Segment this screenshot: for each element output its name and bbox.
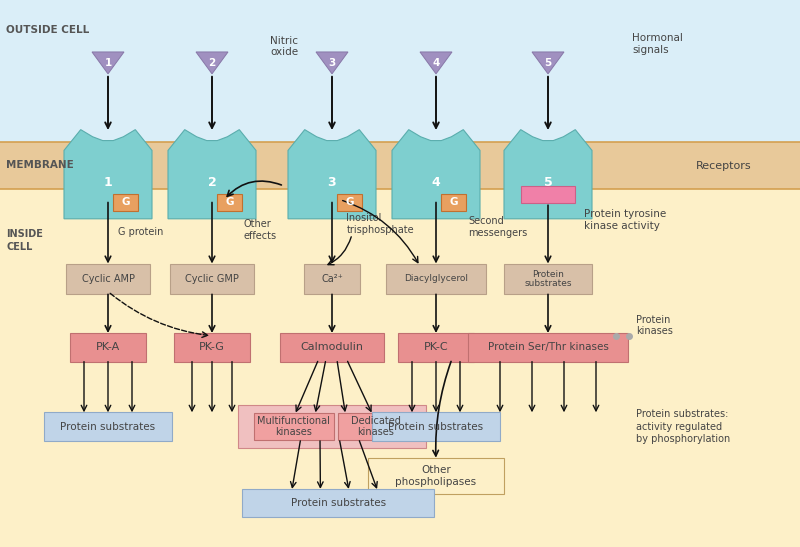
FancyBboxPatch shape	[386, 264, 486, 294]
Text: G: G	[450, 197, 458, 207]
FancyBboxPatch shape	[372, 412, 500, 441]
FancyBboxPatch shape	[304, 264, 360, 294]
Text: 4: 4	[432, 58, 440, 68]
FancyBboxPatch shape	[504, 264, 592, 294]
Text: Calmodulin: Calmodulin	[301, 342, 363, 352]
Bar	[0, 142, 800, 189]
Text: PK-G: PK-G	[199, 342, 225, 352]
Text: Nitric
oxide: Nitric oxide	[270, 36, 298, 57]
Text: Cyclic AMP: Cyclic AMP	[82, 274, 134, 284]
Polygon shape	[316, 52, 348, 74]
FancyBboxPatch shape	[66, 264, 150, 294]
Text: Receptors: Receptors	[696, 161, 752, 171]
Text: Multifunctional
kinases: Multifunctional kinases	[257, 416, 330, 437]
Polygon shape	[504, 130, 592, 219]
Text: 5: 5	[544, 58, 552, 68]
Polygon shape	[92, 52, 124, 74]
FancyBboxPatch shape	[368, 458, 504, 493]
FancyBboxPatch shape	[174, 333, 250, 362]
Text: Protein substrates: Protein substrates	[389, 422, 483, 432]
Text: PK-A: PK-A	[96, 342, 120, 352]
Text: Second
messengers: Second messengers	[468, 216, 527, 238]
FancyBboxPatch shape	[70, 333, 146, 362]
FancyBboxPatch shape	[44, 412, 172, 441]
Text: 1: 1	[104, 177, 112, 189]
Text: Hormonal
signals: Hormonal signals	[632, 33, 683, 55]
FancyBboxPatch shape	[113, 194, 138, 211]
Text: OUTSIDE CELL: OUTSIDE CELL	[6, 25, 90, 35]
Text: Cyclic GMP: Cyclic GMP	[185, 274, 239, 284]
Text: 3: 3	[328, 58, 336, 68]
Text: Protein Ser/Thr kinases: Protein Ser/Thr kinases	[487, 342, 609, 352]
Text: 2: 2	[208, 177, 216, 189]
Polygon shape	[288, 130, 376, 219]
FancyBboxPatch shape	[280, 333, 384, 362]
Text: 4: 4	[432, 177, 440, 189]
Text: Protein
substrates: Protein substrates	[524, 270, 572, 288]
FancyBboxPatch shape	[337, 194, 362, 211]
Text: 3: 3	[328, 177, 336, 189]
Text: Protein
kinases: Protein kinases	[636, 315, 673, 336]
Text: Dedicated
kinases: Dedicated kinases	[351, 416, 401, 437]
Polygon shape	[64, 130, 152, 219]
Text: INSIDE
CELL: INSIDE CELL	[6, 230, 43, 252]
Polygon shape	[532, 52, 564, 74]
Polygon shape	[168, 130, 256, 219]
Text: PK-C: PK-C	[424, 342, 448, 352]
Polygon shape	[420, 52, 452, 74]
Text: Inositol
trisphosphate: Inositol trisphosphate	[346, 213, 414, 235]
Bar	[0, 0, 800, 142]
Text: MEMBRANE: MEMBRANE	[6, 160, 74, 170]
FancyBboxPatch shape	[521, 186, 575, 203]
Polygon shape	[196, 52, 228, 74]
Polygon shape	[392, 130, 480, 219]
Text: G: G	[346, 197, 354, 207]
Text: 5: 5	[544, 177, 552, 189]
Text: G: G	[226, 197, 234, 207]
Text: Protein substrates:
activity regulated
by phosphorylation: Protein substrates: activity regulated b…	[636, 409, 730, 444]
FancyBboxPatch shape	[441, 194, 466, 211]
Text: Protein substrates: Protein substrates	[291, 498, 386, 508]
FancyBboxPatch shape	[170, 264, 254, 294]
FancyBboxPatch shape	[254, 413, 334, 440]
Text: Ca²⁺: Ca²⁺	[321, 274, 343, 284]
FancyBboxPatch shape	[468, 333, 628, 362]
FancyBboxPatch shape	[338, 413, 414, 440]
Text: G protein: G protein	[118, 228, 163, 237]
Text: 1: 1	[104, 58, 112, 68]
Text: Protein tyrosine
kinase activity: Protein tyrosine kinase activity	[584, 210, 666, 231]
Text: Other
effects: Other effects	[244, 219, 277, 241]
FancyBboxPatch shape	[242, 489, 434, 517]
FancyBboxPatch shape	[238, 405, 426, 448]
Text: Protein substrates: Protein substrates	[61, 422, 155, 432]
Text: Other
phospholipases: Other phospholipases	[395, 465, 477, 487]
Text: Diacylglycerol: Diacylglycerol	[404, 275, 468, 283]
Text: G: G	[122, 197, 130, 207]
FancyBboxPatch shape	[217, 194, 242, 211]
Text: 2: 2	[208, 58, 216, 68]
Bar	[0, 189, 800, 547]
FancyBboxPatch shape	[398, 333, 474, 362]
